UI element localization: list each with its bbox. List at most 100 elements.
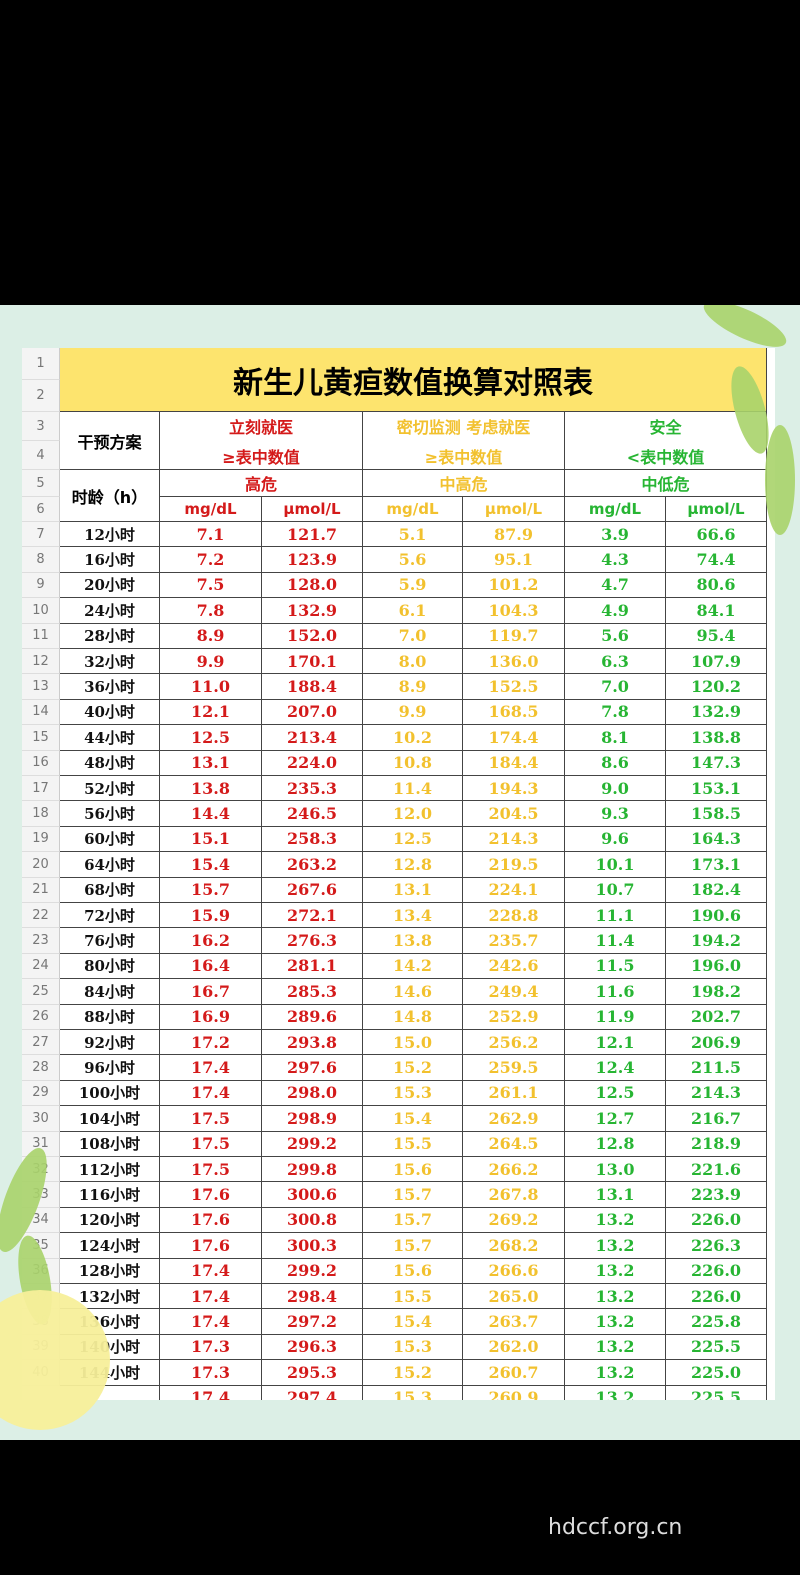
value-cell: 121.7 [262, 522, 363, 548]
age-cell: 132小时 [60, 1284, 160, 1310]
value-cell: 272.1 [262, 903, 363, 929]
value-cell: 198.2 [666, 979, 767, 1005]
age-cell [60, 1385, 160, 1400]
value-cell: 266.2 [463, 1157, 565, 1183]
value-cell: 170.1 [262, 649, 363, 675]
value-cell: 7.0 [363, 623, 463, 649]
value-cell: 12.5 [363, 826, 463, 853]
value-cell: 13.4 [363, 903, 463, 929]
value-cell: 152.0 [262, 623, 363, 649]
value-cell: 281.1 [262, 953, 363, 980]
value-cell: 184.4 [463, 750, 565, 776]
value-cell: 6.1 [363, 598, 463, 624]
value-cell: 299.2 [262, 1131, 363, 1157]
value-cell: 11.5 [565, 953, 666, 980]
value-cell: 136.0 [463, 649, 565, 675]
age-cell: 44小时 [60, 725, 160, 751]
value-cell: 95.1 [463, 547, 565, 573]
value-cell: 174.4 [463, 725, 565, 751]
value-cell: 5.6 [565, 623, 666, 649]
value-cell: 297.6 [262, 1055, 363, 1081]
row-number: 3 [22, 412, 60, 441]
value-cell: 202.7 [666, 1004, 767, 1030]
value-cell: 17.4 [160, 1284, 262, 1310]
value-cell: 13.8 [160, 776, 262, 802]
value-cell: 13.2 [565, 1360, 666, 1386]
age-cell: 32小时 [60, 649, 160, 675]
row-number: 29 [22, 1080, 60, 1107]
value-cell: 10.8 [363, 750, 463, 776]
value-cell: 225.5 [666, 1334, 767, 1361]
row-number: 21 [22, 877, 60, 903]
row-number: 2 [22, 380, 60, 412]
value-cell: 226.0 [666, 1207, 767, 1234]
row-number: 18 [22, 801, 60, 827]
value-cell: 219.5 [463, 852, 565, 878]
spreadsheet: 1 2 3 4 5 6 7 8 9 10 11 12 13 14 15 16 17 18 19 20 21 22 23 24 2… [22, 348, 775, 1400]
age-cell: 48小时 [60, 750, 160, 776]
leaf [765, 425, 795, 535]
row-number: 26 [22, 1004, 60, 1030]
value-cell: 16.9 [160, 1004, 262, 1030]
value-cell: 246.5 [262, 801, 363, 827]
value-cell: 11.4 [363, 776, 463, 802]
value-cell: 285.3 [262, 979, 363, 1005]
value-cell: 224.0 [262, 750, 363, 776]
unit: μmol/L [666, 497, 767, 522]
value-cell: 74.4 [666, 547, 767, 573]
value-cell: 12.8 [565, 1131, 666, 1157]
row-number: 17 [22, 776, 60, 802]
age-cell: 88小时 [60, 1004, 160, 1030]
value-cell: 87.9 [463, 522, 565, 548]
value-cell: 261.1 [463, 1080, 565, 1107]
value-cell: 214.3 [666, 1080, 767, 1107]
value-cell: 262.9 [463, 1106, 565, 1132]
row-number: 14 [22, 699, 60, 726]
age-cell: 116小时 [60, 1182, 160, 1208]
row-number: 9 [22, 572, 60, 599]
value-cell: 13.2 [565, 1334, 666, 1361]
value-cell: 13.2 [565, 1309, 666, 1335]
age-cell: 112小时 [60, 1157, 160, 1183]
value-cell: 13.2 [565, 1207, 666, 1234]
value-cell: 101.2 [463, 572, 565, 599]
value-cell: 204.5 [463, 801, 565, 827]
value-cell: 13.1 [160, 750, 262, 776]
value-cell: 173.1 [666, 852, 767, 878]
row-number: 6 [22, 497, 60, 522]
value-cell: 17.4 [160, 1080, 262, 1107]
watermark: hdccf.org.cn [548, 1515, 683, 1540]
row-number: 20 [22, 852, 60, 878]
age-cell: 100小时 [60, 1080, 160, 1107]
value-cell: 13.2 [565, 1258, 666, 1284]
value-cell: 12.8 [363, 852, 463, 878]
value-cell: 15.6 [363, 1258, 463, 1284]
value-cell: 289.6 [262, 1004, 363, 1030]
value-cell: 9.9 [363, 699, 463, 726]
value-cell: 221.6 [666, 1157, 767, 1183]
value-cell: 15.5 [363, 1131, 463, 1157]
row-number: 11 [22, 623, 60, 649]
value-cell: 258.3 [262, 826, 363, 853]
value-cell: 262.0 [463, 1334, 565, 1361]
value-cell: 15.7 [363, 1233, 463, 1259]
value-cell: 300.6 [262, 1182, 363, 1208]
row-number: 24 [22, 953, 60, 980]
value-cell: 147.3 [666, 750, 767, 776]
unit: μmol/L [262, 497, 363, 522]
row-number: 10 [22, 598, 60, 624]
row-number: 23 [22, 928, 60, 954]
value-cell: 15.2 [363, 1055, 463, 1081]
row-number: 13 [22, 674, 60, 700]
unit: μmol/L [463, 497, 565, 522]
age-cell: 16小时 [60, 547, 160, 573]
value-cell: 226.3 [666, 1233, 767, 1259]
intervention-label: 干预方案 [60, 412, 160, 470]
value-cell: 260.9 [463, 1385, 565, 1400]
age-cell: 12小时 [60, 522, 160, 548]
value-cell: 194.3 [463, 776, 565, 802]
value-cell: 17.5 [160, 1106, 262, 1132]
value-cell: 9.9 [160, 649, 262, 675]
value-cell: 13.2 [565, 1233, 666, 1259]
